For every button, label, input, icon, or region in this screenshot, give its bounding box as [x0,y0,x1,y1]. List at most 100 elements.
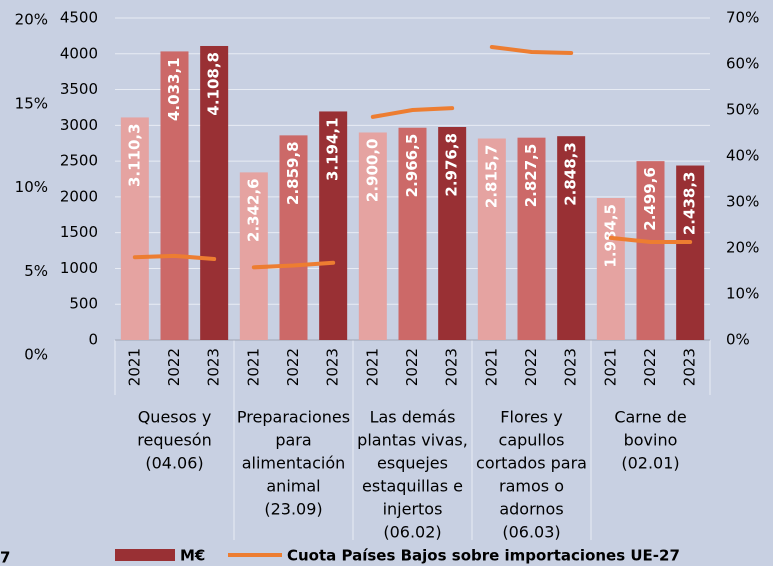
y-tick-label: 500 [69,295,98,313]
x-tick-label: 2023 [562,348,580,386]
y3-tick-label: 0% [24,346,48,364]
value-label: 2.966,5 [403,134,421,198]
group-label: requesón [137,431,211,450]
group-label: Quesos y [138,408,212,427]
y-tick-label: 3000 [60,116,98,134]
value-label: 3.110,3 [125,123,143,187]
group-label: Las demás [370,408,456,427]
y2-tick-label: 70% [726,9,759,27]
y2-tick-label: 10% [726,285,759,303]
x-tick-label: 2023 [681,348,699,386]
value-label: 1.984,5 [601,204,619,268]
legend-label: M€ [180,547,205,565]
y-tick-label: 1000 [60,259,98,277]
value-label: 2.827,5 [522,144,540,208]
bar [160,51,189,340]
y2-tick-label: 50% [726,101,759,119]
page-number: 7 [0,549,10,566]
bar [636,161,665,340]
group-label: bovino [624,431,678,450]
bar [239,172,268,340]
group-label: para [275,431,311,450]
value-label: 2.438,3 [681,172,699,236]
group-label: injertos [383,500,443,519]
y-tick-label: 4000 [60,44,98,62]
group-label: cortados para [476,454,587,473]
y2-tick-label: 0% [726,331,750,349]
value-label: 2.815,7 [482,145,500,209]
value-label: 2.848,3 [562,142,580,206]
y2-tick-label: 30% [726,193,759,211]
bar [358,132,387,340]
x-tick-label: 2022 [641,348,659,386]
group-label: Preparaciones [237,408,350,427]
value-label: 2.342,6 [244,178,262,242]
bar [676,165,705,340]
y-tick-label: 2000 [60,187,98,205]
group-label: Flores y [500,408,562,427]
x-tick-label: 2021 [363,348,381,386]
value-label: 4.033,1 [165,57,183,121]
bar [120,117,149,340]
group-label: capullos [499,431,565,450]
share-line [608,235,693,245]
x-tick-label: 2021 [482,348,500,386]
group-label: (02.01) [621,454,679,473]
y-tick-label: 0 [88,331,98,349]
x-tick-label: 2022 [403,348,421,386]
value-label: 3.194,1 [324,117,342,181]
y-tick-label: 4500 [60,9,98,27]
bar [438,126,467,340]
y-tick-label: 2500 [60,152,98,170]
y-tick-label: 1500 [60,223,98,241]
bar [596,197,625,340]
x-tick-label: 2023 [205,348,223,386]
bar [319,111,348,340]
bar [398,127,427,341]
share-line [370,106,455,119]
bar [279,135,308,340]
legend-label: Cuota Países Bajos sobre importaciones U… [287,547,680,565]
x-tick-label: 2023 [324,348,342,386]
value-label: 2.900,0 [363,138,381,202]
group-label: plantas vivas, [357,431,468,450]
group-label: (04.06) [145,454,203,473]
group-label: alimentación [242,454,346,473]
x-tick-label: 2021 [601,348,619,386]
y3-tick-label: 20% [15,11,48,29]
y3-tick-label: 10% [15,178,48,196]
group-label: animal [266,477,320,496]
y2-tick-label: 40% [726,147,759,165]
group-label: esquejes [377,454,448,473]
x-tick-label: 2022 [165,348,183,386]
group-label: estaquillas e [362,477,463,496]
bar [200,45,229,341]
y2-tick-label: 60% [726,55,759,73]
bar [477,138,506,340]
value-label: 2.976,8 [443,133,461,197]
bar [557,136,586,340]
value-label: 4.108,8 [205,52,223,116]
y3-tick-label: 15% [15,94,48,112]
x-tick-label: 2022 [284,348,302,386]
group-label: Carne de [614,408,686,427]
y3-tick-label: 5% [24,262,48,280]
legend-swatch [115,549,175,561]
y-tick-label: 3500 [60,80,98,98]
group-label: ramos o [499,477,564,496]
value-label: 2.499,6 [641,167,659,231]
x-tick-label: 2023 [443,348,461,386]
share-line [489,44,574,55]
bar [517,137,546,340]
group-label: (06.03) [502,523,560,542]
y2-tick-label: 20% [726,239,759,257]
x-tick-label: 2021 [125,348,143,386]
x-tick-label: 2021 [244,348,262,386]
share-line [251,260,336,270]
share-line [132,253,217,262]
group-label: adornos [499,500,563,519]
group-label: (06.02) [383,523,441,542]
value-label: 2.859,8 [284,141,302,205]
